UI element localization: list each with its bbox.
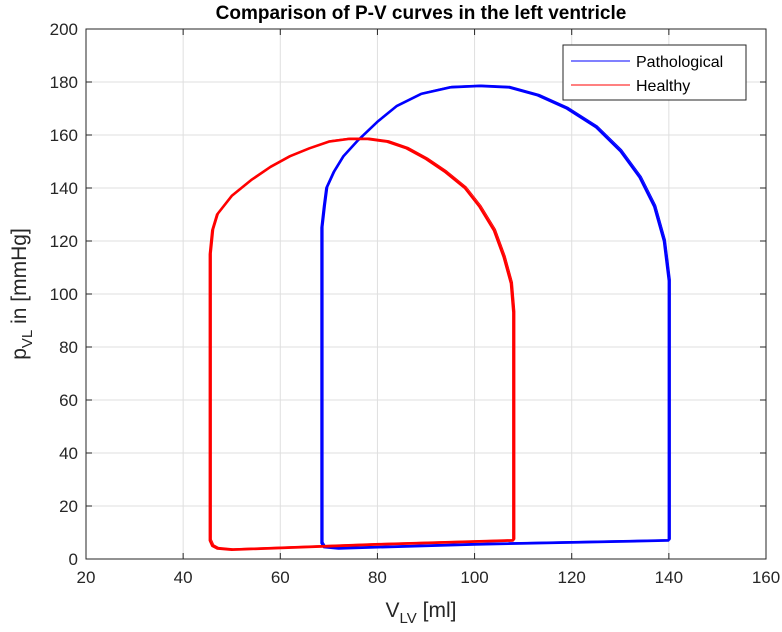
chart-title: Comparison of P-V curves in the left ven… [216, 3, 627, 24]
data-point-pathological [320, 505, 323, 507]
x-tick-label: 100 [460, 568, 488, 587]
data-point-pathological [337, 547, 340, 550]
y-tick-label: 140 [50, 179, 78, 198]
data-point-pathological [638, 176, 641, 179]
x-tick-label: 80 [368, 568, 387, 587]
series-lines [208, 84, 671, 552]
data-point-healthy [216, 213, 218, 216]
data-point-pathological [507, 86, 510, 89]
data-point-healthy [209, 539, 211, 542]
series-line-pathological-cycle [322, 84, 671, 548]
legend-label-healthy: Healthy [636, 78, 690, 95]
data-point-pathological [668, 399, 670, 401]
data-point-healthy [444, 171, 447, 173]
data-point-healthy [512, 425, 515, 428]
data-point-pathological [320, 399, 323, 401]
data-point-healthy [493, 229, 495, 232]
data-point-healthy [376, 543, 379, 546]
y-tick-label: 160 [50, 126, 78, 145]
data-point-pathological [396, 105, 398, 107]
data-point-healthy [347, 138, 350, 140]
data-point-pathological [376, 120, 379, 123]
data-point-healthy [289, 155, 291, 157]
series-line-healthy-cycle [210, 137, 516, 550]
y-tick-label: 20 [59, 497, 78, 516]
data-point-pathological [595, 126, 597, 128]
y-tick-label: 40 [59, 444, 78, 463]
data-point-pathological [320, 293, 323, 295]
x-tick-label: 160 [752, 568, 780, 587]
data-point-healthy [211, 544, 214, 547]
data-point-healthy [502, 256, 505, 258]
data-point-pathological [320, 542, 323, 544]
y-tick-label: 60 [59, 391, 78, 410]
data-point-pathological [449, 86, 452, 89]
y-axis-label: pVL in [mmHg] [8, 228, 36, 360]
y-tick-label: 200 [50, 20, 78, 39]
data-point-healthy [269, 166, 272, 168]
data-point-pathological [342, 155, 345, 157]
x-tick-label: 140 [655, 568, 683, 587]
x-tick-label: 40 [174, 568, 193, 587]
data-point-pathological [536, 94, 539, 97]
data-point-pathological [668, 279, 670, 282]
x-axis-label-sub: LV [400, 610, 417, 627]
data-point-pathological [668, 539, 670, 542]
y-tick-label: 180 [50, 73, 78, 92]
data-point-healthy [366, 138, 369, 140]
data-point-pathological [332, 171, 335, 173]
data-point-pathological [420, 93, 422, 95]
y-axis-label-sub: VL [19, 330, 36, 348]
x-tick-label: 20 [77, 568, 96, 587]
data-point-healthy [211, 229, 214, 232]
y-axis-label-main: p [8, 348, 31, 360]
data-point-healthy [386, 140, 388, 143]
data-point-pathological [566, 107, 568, 110]
legend-box [562, 44, 747, 101]
y-tick-label: 120 [50, 232, 78, 251]
data-point-pathological [663, 240, 665, 242]
data-point-healthy [464, 187, 466, 189]
x-tick-label: 60 [271, 568, 290, 587]
data-point-healthy [425, 158, 427, 160]
data-point-healthy [250, 179, 252, 181]
data-point-pathological [320, 226, 323, 229]
y-axis-label-unit: in [mmHg] [8, 228, 31, 330]
data-point-healthy [308, 147, 311, 150]
data-point-healthy [328, 140, 330, 143]
data-point-healthy [405, 147, 408, 150]
data-point-healthy [209, 478, 211, 481]
legend-label-pathological: Pathological [636, 54, 723, 71]
data-point-healthy [512, 311, 515, 314]
axis-ticks: 20 40 60 80 100 120 140 16002040608010012014016… [50, 20, 781, 587]
x-axis-label: VLV [ml] [386, 599, 457, 627]
data-point-healthy [230, 548, 233, 551]
x-axis-label-unit: [ml] [417, 599, 457, 622]
data-point-pathological [653, 205, 656, 208]
y-tick-label: 100 [50, 285, 78, 304]
data-point-pathological [323, 205, 325, 208]
x-tick-label: 120 [558, 568, 586, 587]
y-tick-label: 0 [69, 550, 78, 569]
data-point-pathological [473, 543, 476, 546]
data-point-pathological [478, 85, 481, 87]
x-axis-label-main: V [386, 599, 400, 622]
y-tick-label: 80 [59, 338, 78, 357]
data-point-pathological [619, 150, 622, 152]
data-point-healthy [209, 253, 211, 256]
legend: Pathological Healthy [562, 44, 747, 101]
data-point-healthy [230, 195, 233, 197]
data-point-pathological [325, 187, 328, 189]
data-point-healthy [510, 282, 512, 285]
data-point-healthy [512, 539, 515, 542]
data-point-healthy [478, 205, 481, 208]
data-point-healthy [216, 547, 218, 550]
data-point-healthy [209, 346, 211, 348]
